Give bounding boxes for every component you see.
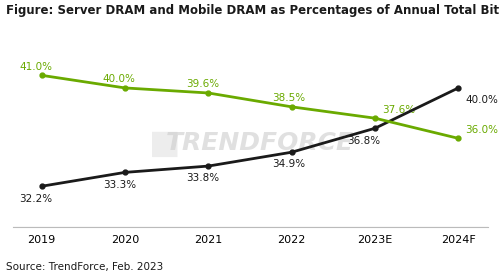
Text: 34.9%: 34.9% <box>272 160 306 170</box>
Text: Source: TrendForce, Feb. 2023: Source: TrendForce, Feb. 2023 <box>6 262 163 272</box>
Text: TRENDFORCE: TRENDFORCE <box>166 131 354 155</box>
Text: 33.3%: 33.3% <box>103 180 136 190</box>
Text: 36.8%: 36.8% <box>347 136 380 146</box>
Text: 40.0%: 40.0% <box>103 75 136 85</box>
Text: 32.2%: 32.2% <box>20 193 52 203</box>
Text: 37.6%: 37.6% <box>382 105 415 115</box>
Text: 36.0%: 36.0% <box>466 125 498 135</box>
Text: ■: ■ <box>149 127 180 160</box>
Text: 41.0%: 41.0% <box>20 62 52 72</box>
Text: Figure: Server DRAM and Mobile DRAM as Percentages of Annual Total Bit Ouptut, 2: Figure: Server DRAM and Mobile DRAM as P… <box>6 4 500 17</box>
Text: 39.6%: 39.6% <box>186 80 219 90</box>
Text: 38.5%: 38.5% <box>272 93 306 103</box>
Text: 33.8%: 33.8% <box>186 173 219 183</box>
Text: 40.0%: 40.0% <box>466 95 498 105</box>
